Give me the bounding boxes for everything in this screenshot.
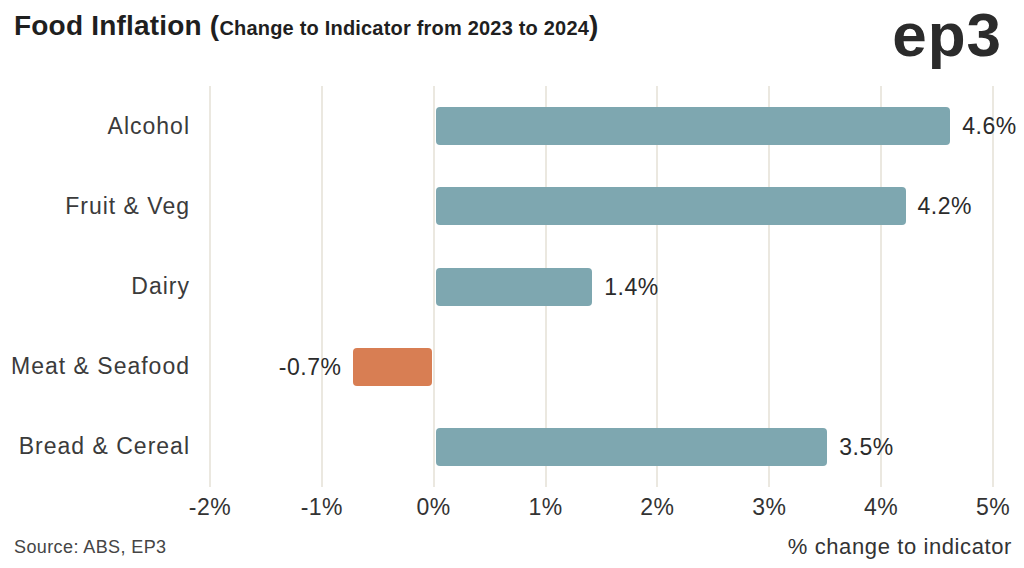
x-axis-tick-labels: -2%-1%0%1%2%3%4%5% bbox=[210, 494, 993, 524]
bar-row: -0.7% bbox=[210, 327, 993, 407]
chart-title-subtitle: Change to Indicator from 2023 to 2024 bbox=[219, 17, 589, 39]
x-tick-label: 3% bbox=[752, 494, 786, 521]
value-label: 3.5% bbox=[839, 433, 893, 460]
bar-row: 3.5% bbox=[210, 407, 993, 487]
x-tick-label: 2% bbox=[640, 494, 674, 521]
positive-bar bbox=[436, 107, 951, 145]
chart-title-close-paren: ) bbox=[589, 10, 599, 41]
category-label: Dairy bbox=[0, 246, 190, 326]
category-label: Fruit & Veg bbox=[0, 166, 190, 246]
bar-rows: 4.6% 4.2% 1.4% -0.7% 3.5% bbox=[210, 86, 993, 487]
bar-row: 4.6% bbox=[210, 86, 993, 166]
chart-area: AlcoholFruit & VegDairyMeat & SeafoodBre… bbox=[0, 86, 1024, 487]
category-label: Alcohol bbox=[0, 86, 190, 166]
ep3-logo: ep3 bbox=[892, 2, 1002, 67]
chart-screenshot: Food Inflation (Change to Indicator from… bbox=[0, 0, 1024, 568]
x-tick-label: -2% bbox=[189, 494, 231, 521]
x-tick-label: 0% bbox=[417, 494, 451, 521]
x-axis-title: % change to indicator bbox=[788, 534, 1012, 560]
positive-bar bbox=[436, 428, 828, 466]
x-tick-label: 1% bbox=[528, 494, 562, 521]
category-axis: AlcoholFruit & VegDairyMeat & SeafoodBre… bbox=[0, 86, 190, 487]
negative-bar bbox=[353, 348, 431, 386]
source-note: Source: ABS, EP3 bbox=[14, 537, 166, 558]
positive-bar bbox=[436, 187, 906, 225]
value-label: 1.4% bbox=[604, 273, 658, 300]
plot-area: 4.6% 4.2% 1.4% -0.7% 3.5% bbox=[210, 86, 993, 487]
chart-title-main: Food Inflation ( bbox=[14, 10, 219, 41]
x-tick-label: -1% bbox=[301, 494, 343, 521]
x-tick-label: 5% bbox=[976, 494, 1010, 521]
value-label: 4.6% bbox=[962, 113, 1016, 140]
bar-row: 4.2% bbox=[210, 166, 993, 246]
chart-title: Food Inflation (Change to Indicator from… bbox=[14, 10, 599, 42]
value-label: 4.2% bbox=[918, 193, 972, 220]
value-label: -0.7% bbox=[279, 353, 342, 380]
positive-bar bbox=[436, 268, 593, 306]
category-label: Meat & Seafood bbox=[0, 327, 190, 407]
category-label: Bread & Cereal bbox=[0, 407, 190, 487]
bar-row: 1.4% bbox=[210, 246, 993, 326]
x-tick-label: 4% bbox=[864, 494, 898, 521]
